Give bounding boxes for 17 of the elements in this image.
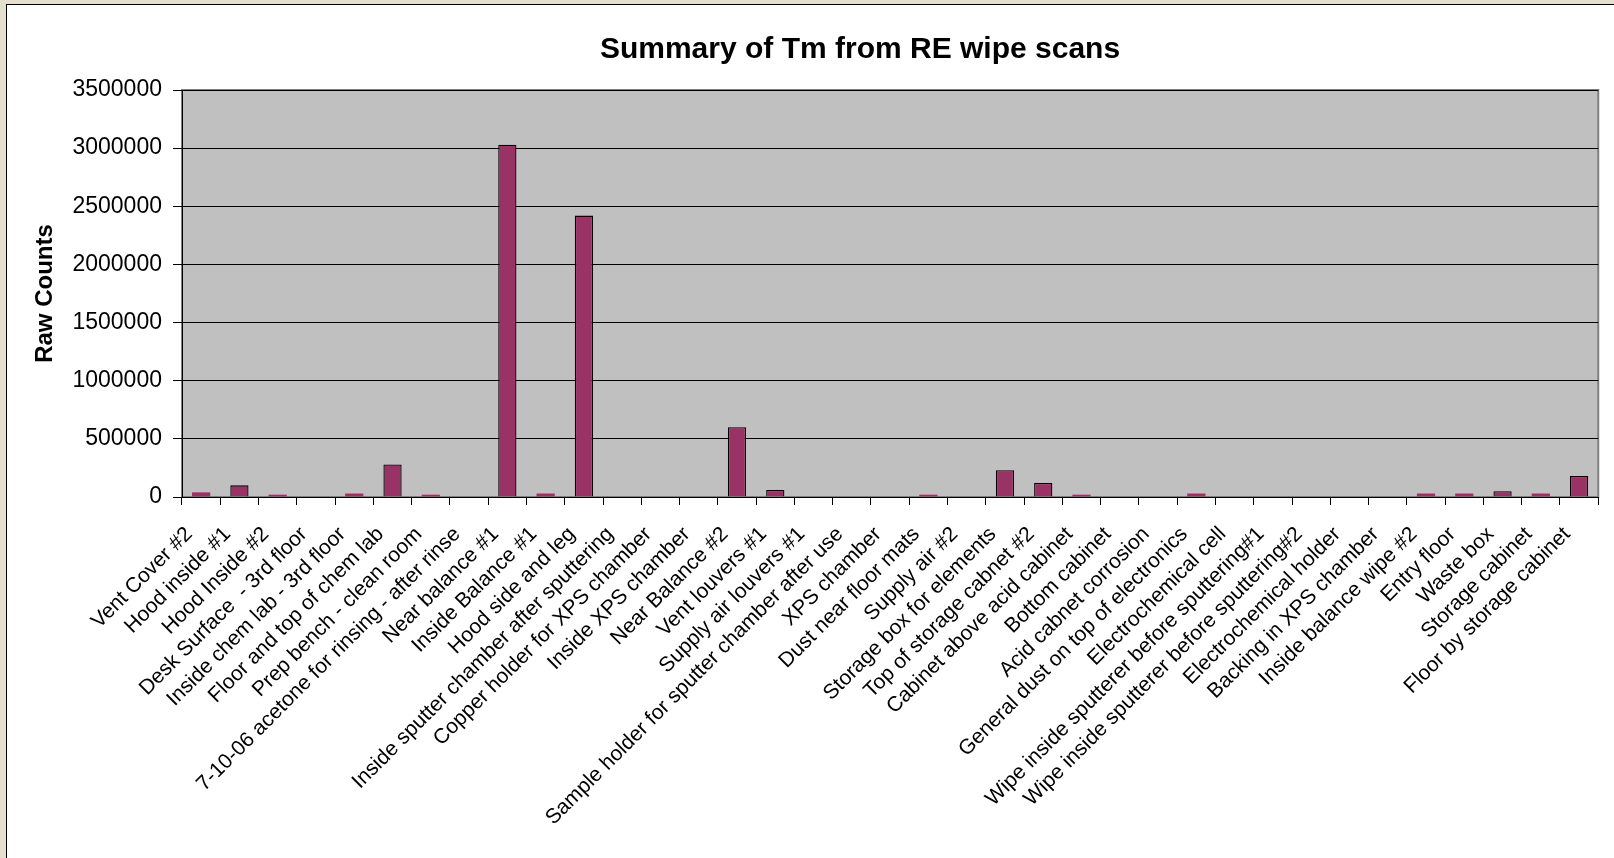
bar	[192, 492, 211, 497]
y-tick-label: 2500000	[72, 191, 162, 218]
y-tick-label: 500000	[85, 424, 162, 451]
y-tick-label: 1000000	[72, 366, 162, 393]
bar	[1187, 493, 1206, 497]
y-tick-label: 2000000	[72, 249, 162, 276]
bar	[1416, 493, 1436, 497]
chart-title: Summary of Tm from RE wipe scans	[599, 31, 1121, 65]
bar	[1531, 493, 1550, 497]
y-axis-title: Raw Counts	[30, 224, 58, 363]
y-tick-label: 3500000	[72, 75, 162, 102]
bar	[1455, 493, 1474, 497]
y-tick-label: 3000000	[72, 133, 162, 160]
y-tick-label: 1500000	[72, 307, 162, 334]
bar	[345, 493, 364, 497]
bar	[536, 493, 555, 497]
y-tick-label: 0	[149, 482, 162, 509]
